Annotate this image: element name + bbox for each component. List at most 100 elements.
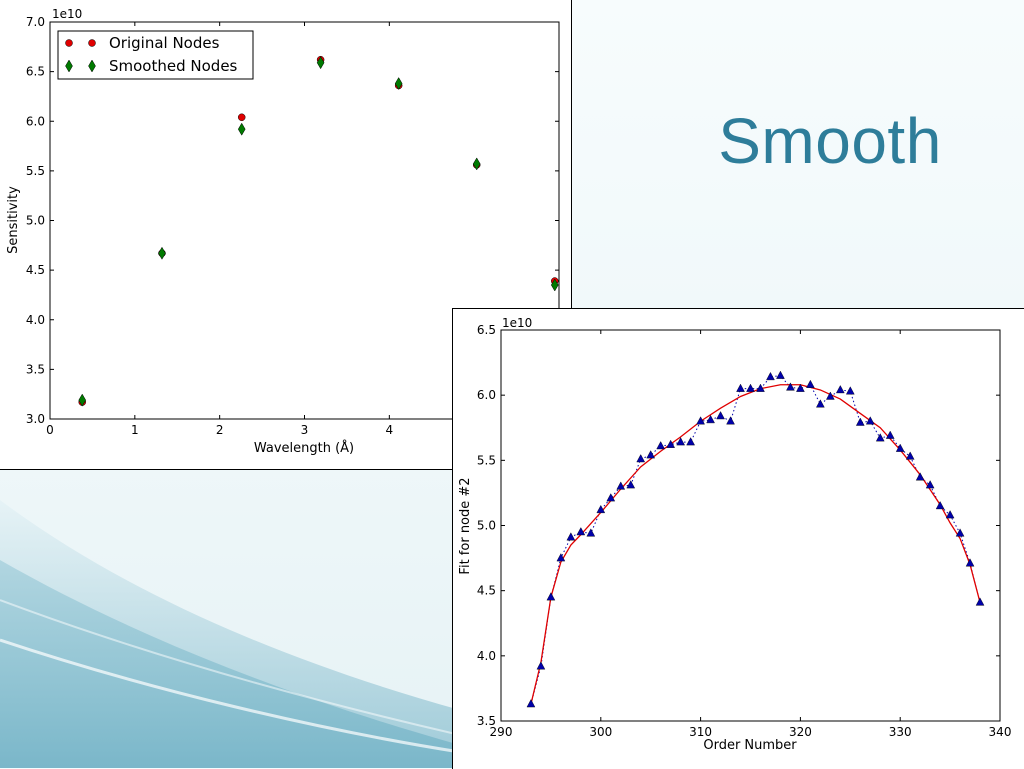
y-tick-label: 4.5 [477, 584, 496, 598]
x-tick-label: 300 [589, 725, 612, 739]
data-point-triangle [526, 699, 536, 708]
smoothed-node-point [78, 393, 87, 407]
data-point-triangle [855, 417, 865, 426]
x-tick-label: 0 [46, 423, 54, 437]
data-point-triangle [975, 597, 985, 606]
y-axis-label: Sensitivity [6, 186, 21, 254]
legend-label-smoothed: Smoothed Nodes [109, 57, 238, 75]
x-axis-label: Wavelength (Å) [254, 440, 354, 456]
y-tick-label: 7.0 [26, 15, 45, 29]
legend-marker-original [88, 39, 96, 47]
data-point-triangle [965, 558, 975, 567]
legend-marker-original [65, 39, 73, 47]
slide-title: Smooth [718, 105, 942, 177]
y-tick-label: 3.0 [26, 412, 45, 426]
x-tick-label: 3 [301, 423, 309, 437]
data-point-triangle [865, 416, 875, 425]
data-point-triangle [626, 480, 636, 489]
data-point-triangle [726, 416, 735, 425]
data-point-triangle [915, 472, 925, 481]
legend-marker-smoothed [88, 59, 96, 73]
data-point-triangle [826, 391, 835, 400]
y-tick-label: 6.0 [477, 388, 496, 402]
x-tick-label: 290 [490, 725, 513, 739]
data-point-triangle [606, 493, 616, 502]
y-tick-label: 5.5 [477, 453, 496, 467]
data-point-triangle [586, 528, 596, 537]
y-axis-label: Fit for node #2 [458, 477, 473, 574]
legend-label-original: Original Nodes [109, 34, 220, 52]
data-point-triangle [646, 450, 656, 459]
smoothed-node-point [316, 56, 325, 70]
data-point-triangle [546, 592, 556, 601]
smoothed-node-point [394, 77, 403, 91]
data-point-triangle [905, 451, 915, 460]
data-point-triangle [835, 385, 845, 394]
original-node-point [237, 113, 246, 122]
smoothed-node-point [237, 122, 246, 136]
data-point-triangle [616, 481, 626, 490]
x-tick-label: 340 [989, 725, 1012, 739]
exponent-label: 1e10 [502, 316, 532, 330]
node-fit-chart: 3.5 4.0 4.5 5.0 5.5 6.0 6.5 290 300 310 320 330 340… [458, 316, 1012, 753]
data-point-triangle [736, 383, 745, 392]
x-tick-label: 320 [789, 725, 812, 739]
data-point-triangle [706, 415, 715, 424]
data-point-triangle [885, 430, 895, 439]
data-point-triangle [895, 443, 905, 452]
data-dotted-line [530, 375, 981, 705]
x-tick-label: 330 [889, 725, 912, 739]
y-tick-label: 3.5 [477, 714, 496, 728]
y-tick-label: 6.5 [26, 65, 45, 79]
data-point-triangle [576, 527, 586, 536]
series-lines [530, 375, 981, 705]
y-tick-label: 5.0 [477, 519, 496, 533]
data-points [526, 370, 985, 708]
data-point-triangle [566, 532, 576, 541]
data-point-triangle [596, 504, 606, 514]
node-fit-chart-panel: 3.5 4.0 4.5 5.0 5.5 6.0 6.5 290 300 310 320 330 340… [452, 308, 1024, 769]
wave-light [0, 638, 461, 754]
smoothed-node-point [158, 246, 166, 260]
data-point-triangle [935, 501, 945, 510]
data-point-triangle [816, 399, 825, 408]
data-point-triangle [536, 661, 546, 670]
wave-light-2 [0, 599, 461, 736]
data-point-triangle [776, 370, 785, 379]
legend-box [57, 30, 254, 80]
data-point-triangle [666, 439, 675, 448]
legend-marker-smoothed [65, 59, 73, 73]
data-point-triangle [845, 386, 855, 395]
data-point-triangle [696, 416, 705, 425]
data-point-triangle [806, 379, 815, 388]
exponent-label: 1e10 [52, 7, 82, 21]
y-tick-label: 3.5 [26, 362, 45, 376]
y-axis-ticks: 3.0 3.5 4.0 4.5 5.0 5.5 6.0 6.5 7.0 [26, 15, 559, 426]
data-point-triangle [955, 528, 965, 537]
data-point-triangle [716, 411, 725, 420]
y-axis-ticks: 3.5 4.0 4.5 5.0 5.5 6.0 6.5 [477, 323, 1000, 728]
fit-curve [530, 384, 981, 705]
data-point-triangle [676, 437, 685, 446]
x-axis-ticks: 0 1 2 3 4 [46, 22, 393, 437]
sensitivity-chart: 3.0 3.5 4.0 4.5 5.0 5.5 6.0 6.5 7.0 0 1 2 3 4 1e10 W… [6, 7, 560, 456]
data-point-triangle [945, 510, 955, 519]
x-tick-label: 310 [689, 725, 712, 739]
data-point-triangle [556, 553, 566, 562]
y-tick-label: 4.0 [26, 313, 45, 327]
data-points [78, 55, 559, 407]
x-tick-label: 4 [386, 423, 394, 437]
data-point-triangle [636, 454, 646, 463]
y-tick-label: 4.0 [477, 649, 496, 663]
y-tick-label: 5.0 [26, 214, 45, 228]
data-point-triangle [766, 371, 775, 381]
data-point-triangle [796, 383, 805, 392]
x-tick-label: 2 [216, 423, 224, 437]
data-point-triangle [656, 441, 666, 450]
x-tick-label: 1 [131, 423, 139, 437]
smoothed-node-point [550, 278, 559, 292]
data-point-triangle [786, 382, 795, 391]
y-tick-label: 6.5 [477, 323, 496, 337]
y-tick-label: 6.0 [26, 114, 45, 128]
